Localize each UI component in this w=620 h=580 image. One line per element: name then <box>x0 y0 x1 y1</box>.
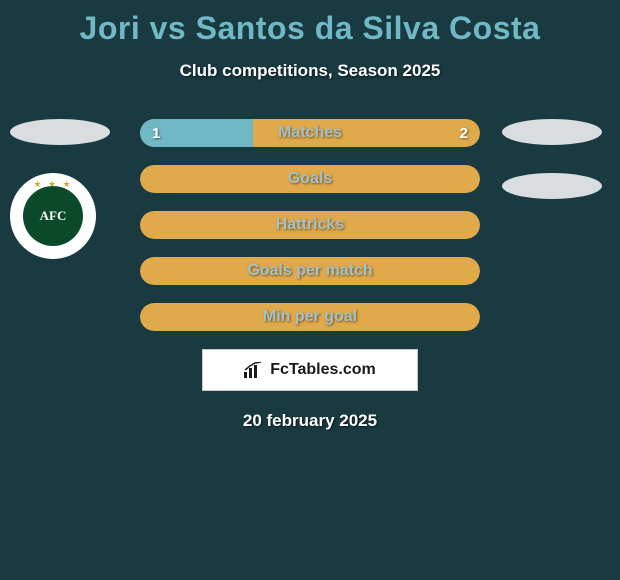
right-player-badges <box>502 119 602 227</box>
stat-bar-pill: Min per goal <box>140 303 480 331</box>
stat-bar-value-left: 1 <box>152 119 160 147</box>
stat-bar-label: Hattricks <box>140 211 480 239</box>
stat-bar-pill: Goals <box>140 165 480 193</box>
club-stars: ★ ★ ★ <box>10 179 96 190</box>
stat-bar-pill: Matches1 2 <box>140 119 480 147</box>
stat-bar-value-right: 2 <box>460 119 468 147</box>
player-left-placeholder <box>10 119 110 145</box>
stat-bar-label: Min per goal <box>140 303 480 331</box>
club-monogram: AFC <box>40 208 67 224</box>
stat-bar-row: Goals <box>140 165 480 193</box>
stat-bar-row: Matches1 2 <box>140 119 480 147</box>
attribution-box: FcTables.com <box>202 349 418 391</box>
left-player-badges: ★ ★ ★ AFC <box>10 119 110 259</box>
stat-bar-row: Min per goal <box>140 303 480 331</box>
stat-bar-pill: Goals per match <box>140 257 480 285</box>
stat-bar-row: Hattricks <box>140 211 480 239</box>
page-title: Jori vs Santos da Silva Costa <box>0 0 620 47</box>
stat-bar-label: Goals per match <box>140 257 480 285</box>
club-inner-circle: AFC <box>23 186 83 246</box>
stat-bar-label: Matches <box>140 119 480 147</box>
subtitle: Club competitions, Season 2025 <box>0 61 620 81</box>
chart-icon <box>244 362 264 378</box>
comparison-content: ★ ★ ★ AFC Matches1 2 Goals Hattricks Goals p… <box>0 119 620 431</box>
attribution-text: FcTables.com <box>270 361 376 379</box>
player-right-placeholder-1 <box>502 119 602 145</box>
stat-bar-pill: Hattricks <box>140 211 480 239</box>
player-right-placeholder-2 <box>502 173 602 199</box>
club-badge-left: ★ ★ ★ AFC <box>10 173 96 259</box>
stat-bar-row: Goals per match <box>140 257 480 285</box>
stat-bar-label: Goals <box>140 165 480 193</box>
stat-bars: Matches1 2 Goals Hattricks Goals per match Mi… <box>140 119 480 331</box>
date-text: 20 february 2025 <box>0 411 620 431</box>
